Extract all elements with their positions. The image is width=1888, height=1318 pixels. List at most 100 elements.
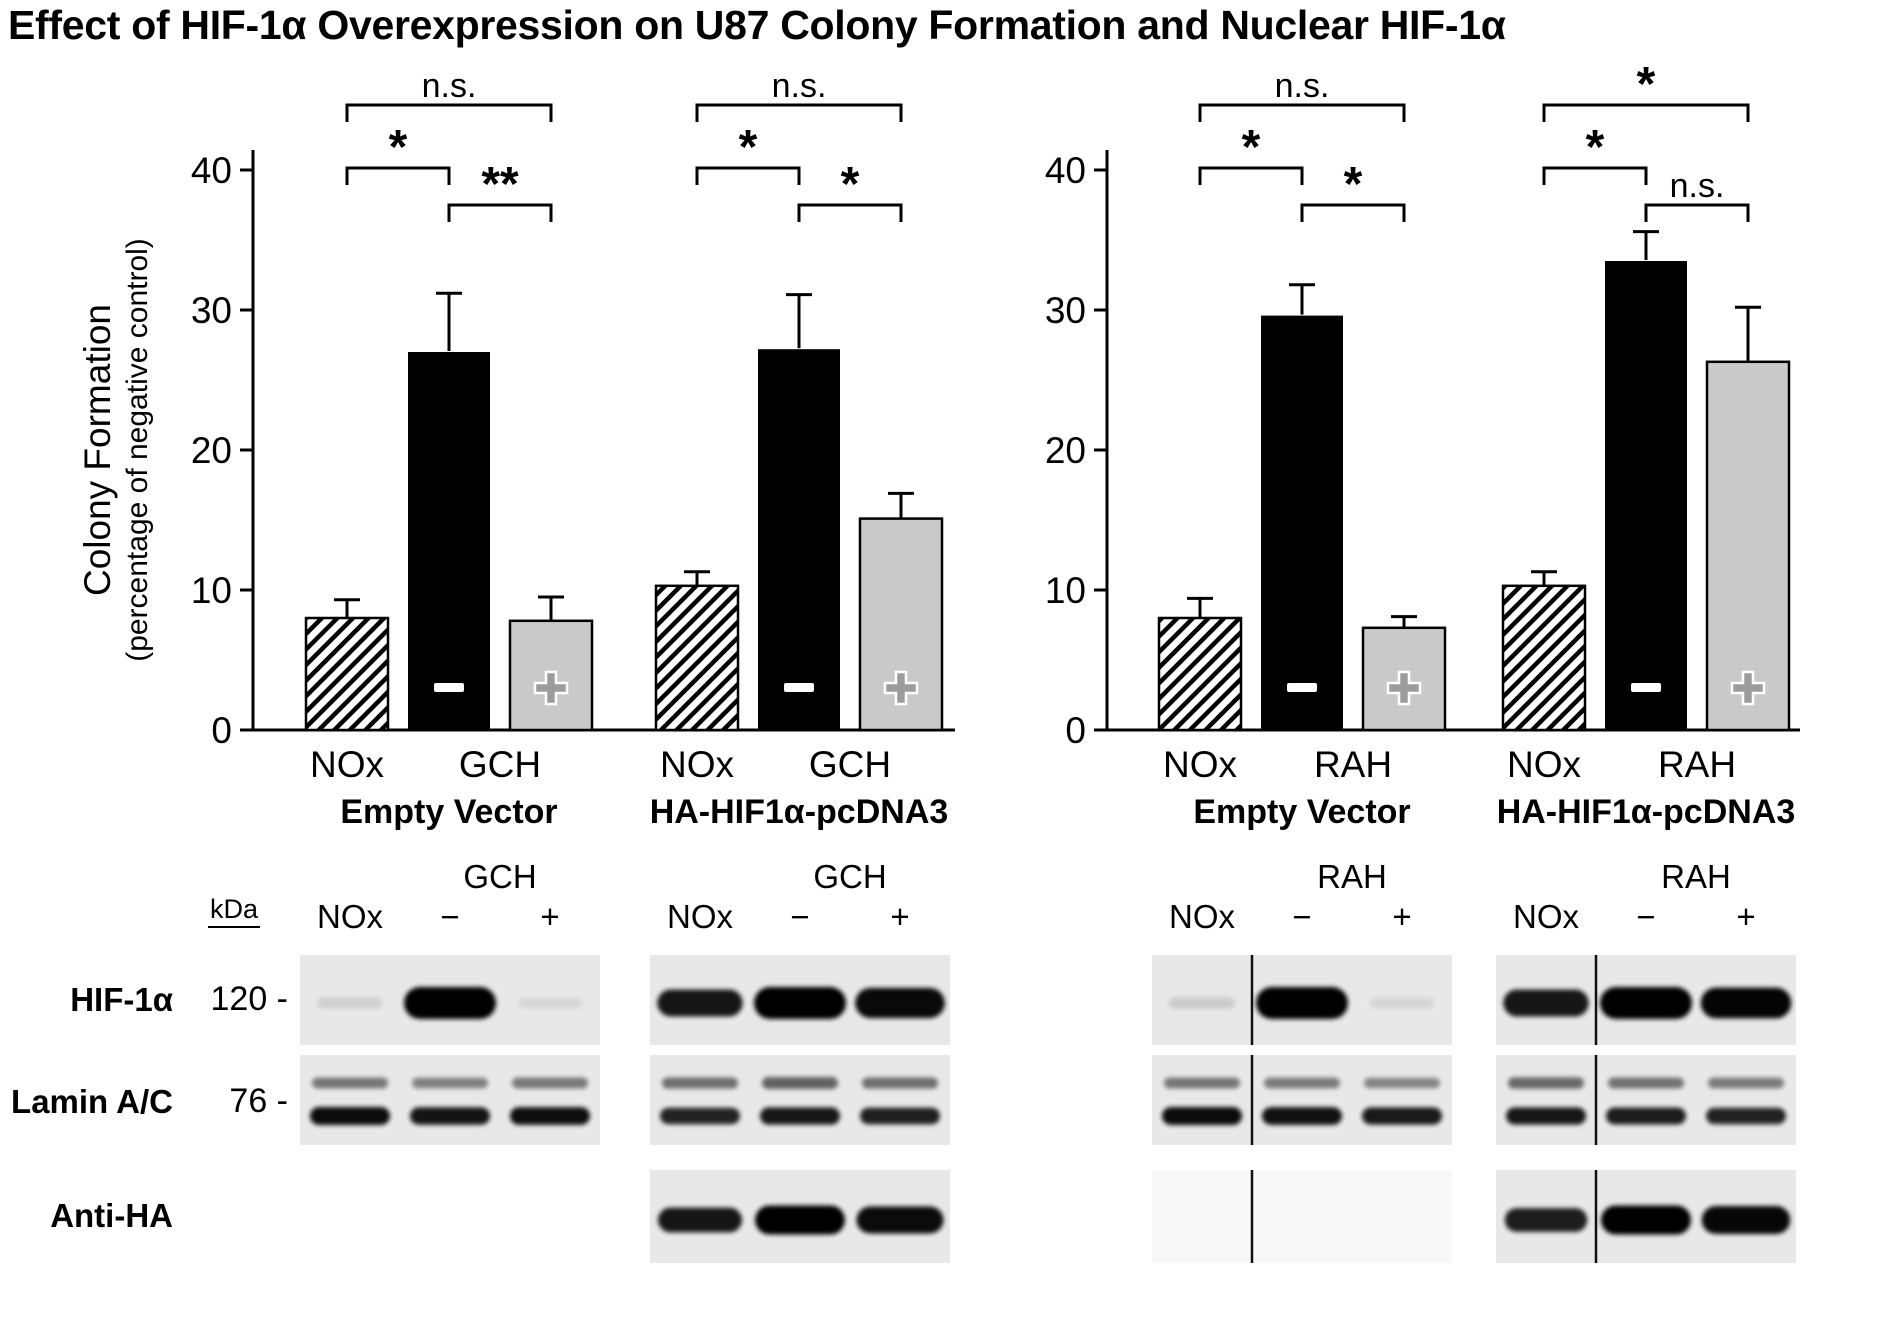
- plus-symbol: [533, 670, 569, 706]
- x-tick-label: RAH: [1658, 744, 1736, 785]
- blot-lane-label: +: [1392, 898, 1411, 935]
- blot-lane-label: −: [440, 898, 459, 935]
- blot-band: [662, 1077, 738, 1089]
- sig-label: n.s.: [772, 67, 827, 105]
- blot-treatment-label: GCH: [813, 858, 886, 895]
- x-tick-label: NOx: [1507, 744, 1582, 785]
- y-tick-label: 40: [191, 150, 232, 191]
- blot-band: [1256, 987, 1348, 1019]
- sig-bracket: [1542, 166, 1648, 185]
- bar-hatched: [304, 616, 390, 732]
- blot-band: [1262, 1107, 1342, 1125]
- sig-label: n.s.: [422, 67, 477, 105]
- blot-band: [862, 1077, 938, 1089]
- group-label-empty-vector-gch: Empty Vector: [340, 793, 558, 831]
- x-tick-label: NOx: [660, 744, 735, 785]
- figure-title: Effect of HIF-1α Overexpression on U87 C…: [8, 2, 1506, 48]
- blot-band: [660, 1107, 740, 1125]
- bar-black: [408, 352, 490, 730]
- blot-band: [1601, 1205, 1691, 1235]
- blot-band: [1169, 997, 1235, 1009]
- blot-lane-label: NOx: [667, 898, 734, 935]
- blot-band: [1504, 1208, 1588, 1232]
- plus-symbol: [1730, 670, 1766, 706]
- blot-band: [1700, 987, 1792, 1019]
- sig-label: **: [481, 158, 519, 211]
- sig-label: *: [739, 121, 758, 174]
- blot-band: [1364, 1077, 1440, 1089]
- y-tick-label: 10: [191, 570, 232, 611]
- blot-panel-lamin: [1496, 1055, 1796, 1145]
- blot-band: [1369, 997, 1435, 1009]
- x-tick-label: GCH: [809, 744, 891, 785]
- sig-bracket: [345, 103, 553, 122]
- blot-row-label-hif1a: HIF-1α: [70, 981, 173, 1018]
- blot-lane-label: NOx: [317, 898, 384, 935]
- y-tick-label: 0: [1065, 710, 1086, 751]
- bar-black: [1605, 261, 1687, 730]
- blot-band: [1503, 989, 1589, 1017]
- group-label-ha-hif1a-gch: HA-HIF1α-pcDNA3: [649, 793, 949, 831]
- blot-band: [856, 1206, 944, 1234]
- blot-row-label-lamin-ac: Lamin A/C: [11, 1083, 173, 1120]
- x-tick-label: GCH: [459, 744, 541, 785]
- blot-lane-label: +: [1736, 898, 1755, 935]
- sig-label: n.s.: [1275, 67, 1330, 105]
- blot-band: [658, 1207, 742, 1233]
- y-tick-label: 20: [1045, 430, 1086, 471]
- x-tick-label: RAH: [1314, 744, 1392, 785]
- blot-treatment-label: RAH: [1317, 858, 1387, 895]
- blot-band: [312, 1077, 388, 1089]
- kda-marker-76: 76 -: [229, 1082, 288, 1120]
- blot-band: [1708, 1077, 1784, 1089]
- sig-bracket: [1198, 166, 1304, 185]
- sig-label: n.s.: [1670, 167, 1725, 205]
- blot-band: [517, 997, 583, 1009]
- blot-band: [1506, 1107, 1586, 1125]
- bar-hatched: [1157, 616, 1243, 732]
- sig-bracket: [1300, 203, 1406, 222]
- blot-panel-lamin: [650, 1055, 950, 1145]
- x-tick-label: NOx: [310, 744, 385, 785]
- blot-band: [317, 997, 383, 1009]
- kda-unit-label: kDa: [208, 894, 261, 928]
- blot-lane-label: −: [1292, 898, 1311, 935]
- blot-band: [755, 1205, 845, 1235]
- y-tick-label: 0: [211, 710, 232, 751]
- bar-black: [1261, 315, 1343, 730]
- sig-label: *: [1637, 58, 1656, 111]
- blot-band: [760, 1107, 840, 1125]
- y-tick-label: 10: [1045, 570, 1086, 611]
- y-tick-label: 40: [1045, 150, 1086, 191]
- kda-marker-120: 120 -: [210, 980, 289, 1018]
- blot-band: [1508, 1077, 1584, 1089]
- plus-symbol: [883, 670, 919, 706]
- x-tick-label: NOx: [1163, 744, 1238, 785]
- blot-band: [404, 987, 496, 1019]
- blot-band: [1600, 987, 1692, 1019]
- blot-band: [1606, 1107, 1686, 1125]
- blot-band: [1608, 1077, 1684, 1089]
- blot-band: [310, 1107, 390, 1125]
- minus-symbol: [1631, 683, 1661, 692]
- blot-row-label-anti-ha: Anti-HA: [50, 1197, 173, 1234]
- sig-bracket: [447, 203, 553, 222]
- y-tick-label: 30: [191, 290, 232, 331]
- blot-band: [860, 1107, 940, 1125]
- plus-symbol: [1386, 670, 1422, 706]
- group-label-empty-vector-rah: Empty Vector: [1193, 793, 1411, 831]
- blot-band: [410, 1107, 490, 1125]
- blot-lane-label: +: [540, 898, 559, 935]
- sig-label: *: [1242, 121, 1261, 174]
- blot-lane-label: −: [1636, 898, 1655, 935]
- group-label-ha-hif1a-rah: HA-HIF1α-pcDNA3: [1496, 793, 1796, 831]
- bar-hatched: [1501, 584, 1587, 732]
- sig-bracket: [345, 166, 451, 185]
- minus-symbol: [434, 683, 464, 692]
- sig-bracket: [695, 103, 903, 122]
- bar-gray: [1705, 360, 1791, 732]
- sig-bracket: [1198, 103, 1406, 122]
